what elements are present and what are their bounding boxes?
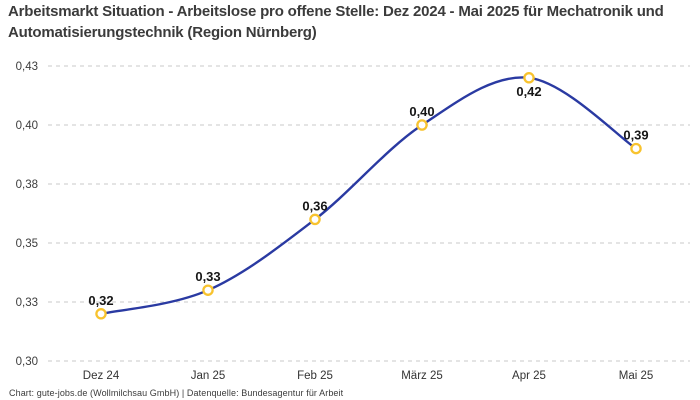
data-point-marker (630, 142, 642, 155)
x-tick-label: Dez 24 (83, 370, 120, 382)
data-point-marker (523, 72, 535, 84)
y-tick-label: 0,40 (16, 120, 38, 132)
data-point-marker (202, 284, 214, 296)
data-point-label: 0,36 (302, 198, 327, 213)
x-tick-label: Apr 25 (512, 370, 546, 382)
y-tick-label: 0,38 (16, 179, 38, 191)
x-tick-label: März 25 (401, 370, 443, 382)
chart-title: Arbeitsmarkt Situation - Arbeitslose pro… (8, 3, 664, 41)
data-point-label: 0,33 (195, 269, 220, 284)
data-point-marker (95, 308, 107, 320)
trend-line (99, 76, 638, 315)
y-tick-label: 0,35 (16, 238, 38, 250)
source-credit: Chart: gute-jobs.de (Wollmilchsau GmbH) … (9, 388, 344, 398)
x-tick-label: Feb 25 (297, 370, 333, 382)
y-tick-label: 0,30 (16, 356, 38, 368)
data-point-label: 0,40 (409, 104, 434, 119)
data-point-label: 0,42 (516, 84, 541, 99)
data-point-marker (309, 213, 321, 226)
y-tick-label: 0,33 (16, 297, 38, 309)
x-tick-label: Jan 25 (191, 370, 226, 382)
data-point-marker (416, 119, 428, 131)
data-point-label: 0,39 (623, 128, 648, 143)
y-tick-label: 0,43 (16, 61, 38, 73)
data-point-label: 0,32 (88, 293, 113, 308)
x-tick-label: Mai 25 (619, 370, 654, 382)
